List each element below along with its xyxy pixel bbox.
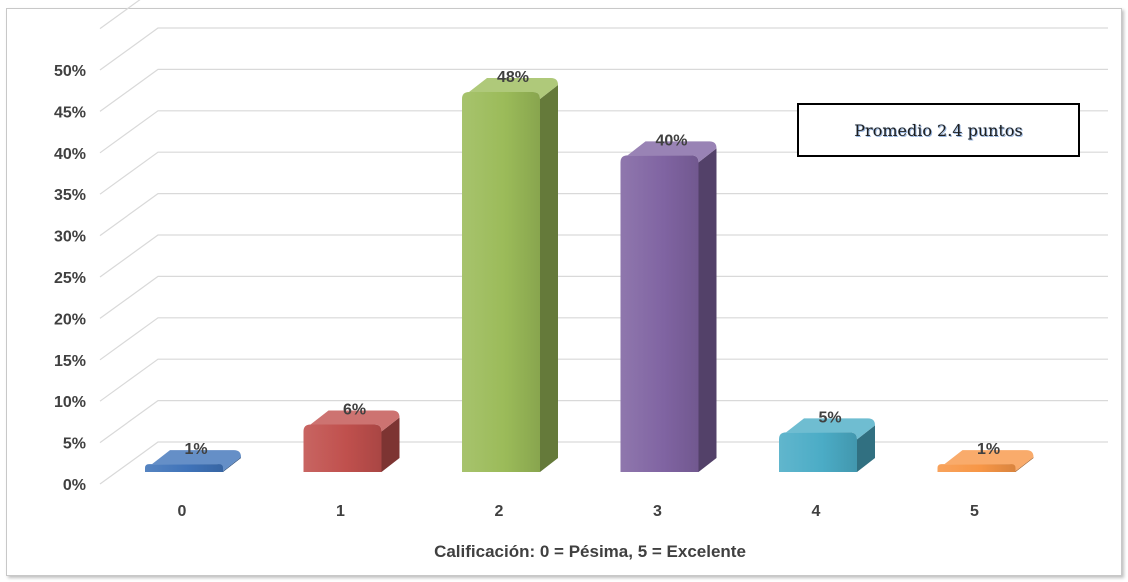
gridline xyxy=(99,193,1108,237)
bar xyxy=(303,410,400,472)
x-axis-ticks: 0 1 2 3 4 5 xyxy=(178,503,980,520)
gridline xyxy=(99,151,1108,195)
data-label: 6% xyxy=(343,402,366,419)
bar xyxy=(145,450,241,472)
x-tick-label: 5 xyxy=(970,503,979,520)
data-labels: 1% 6% 48% 40% 5% 1% xyxy=(184,69,1000,458)
y-axis-ticks: 0% 5% 10% 15% 20% 25% 30% 35% 40% 45% 50% xyxy=(54,63,86,494)
bar xyxy=(937,450,1034,472)
data-label: 40% xyxy=(655,132,687,149)
chart-frame xyxy=(6,8,1122,576)
bars xyxy=(145,78,1034,473)
x-tick-label: 4 xyxy=(812,503,821,520)
gridline xyxy=(99,27,1108,71)
bar xyxy=(620,141,717,473)
y-tick-label: 35% xyxy=(54,187,86,204)
average-callout: Promedio 2.4 puntos xyxy=(797,103,1080,157)
gridline xyxy=(99,275,1108,319)
gridline xyxy=(99,317,1108,361)
gridlines xyxy=(99,0,1108,485)
y-tick-label: 30% xyxy=(54,229,86,246)
x-tick-label: 2 xyxy=(495,503,504,520)
y-tick-label: 25% xyxy=(54,270,86,287)
y-tick-label: 0% xyxy=(63,477,86,494)
y-tick-label: 20% xyxy=(54,311,86,328)
data-label: 48% xyxy=(497,69,529,86)
gridline xyxy=(99,110,1108,154)
gridline xyxy=(99,0,141,30)
gridline xyxy=(99,68,1108,112)
data-label: 1% xyxy=(184,441,207,458)
y-tick-label: 40% xyxy=(54,146,86,163)
y-tick-label: 15% xyxy=(54,353,86,370)
gridline xyxy=(99,400,1108,444)
gridline xyxy=(99,234,1108,278)
x-axis-title: Calificación: 0 = Pésima, 5 = Excelente xyxy=(434,542,746,561)
y-tick-label: 45% xyxy=(54,104,86,121)
data-label: 1% xyxy=(977,441,1000,458)
x-tick-label: 0 xyxy=(178,503,187,520)
y-tick-label: 5% xyxy=(63,436,86,453)
y-tick-label: 10% xyxy=(54,394,86,411)
bar xyxy=(462,78,558,472)
gridline xyxy=(99,358,1108,402)
y-tick-label: 50% xyxy=(54,63,86,80)
data-label: 5% xyxy=(818,409,841,426)
x-tick-label: 3 xyxy=(653,503,662,520)
bar xyxy=(779,418,875,472)
x-tick-label: 1 xyxy=(336,503,345,520)
